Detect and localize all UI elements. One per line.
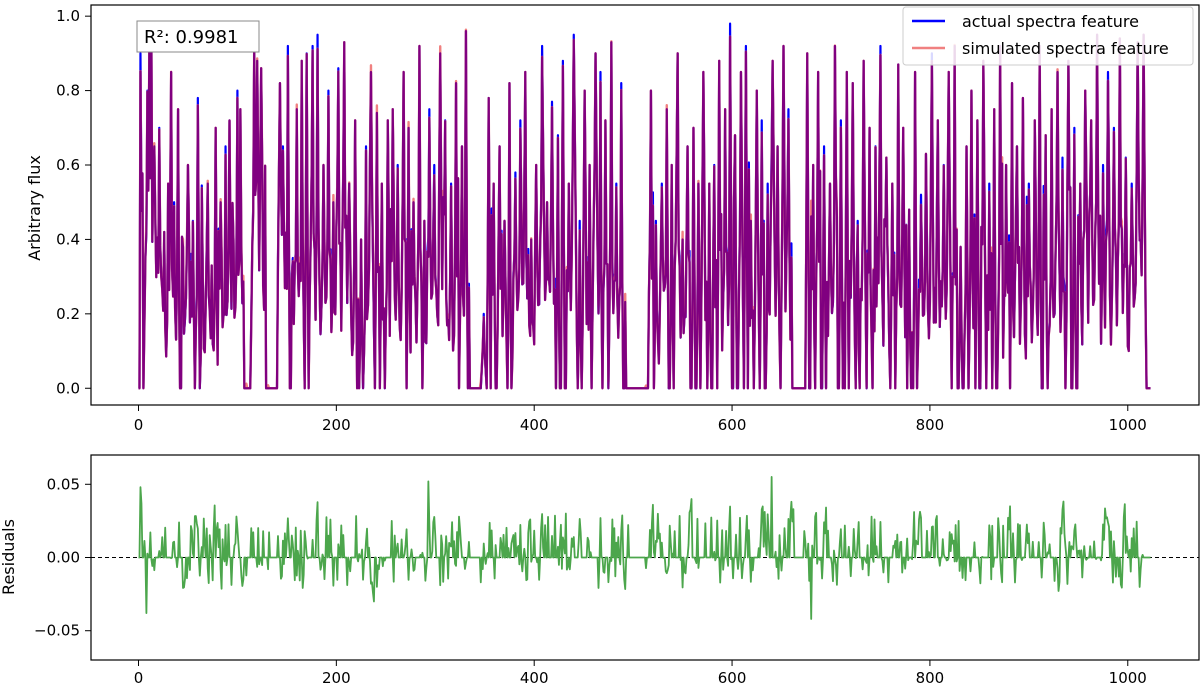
- bottom-x-tick-label: 600: [718, 669, 747, 685]
- residuals-line: [138, 476, 1151, 620]
- bottom-x-tick-label: 0: [134, 669, 144, 685]
- top-x-ticks: 0 200 400 600 800 1000: [134, 405, 1147, 434]
- r2-text: R²: 0.9981: [144, 27, 239, 48]
- bottom-x-tick-label: 400: [520, 669, 549, 685]
- top-x-tick-label: 0: [134, 416, 144, 434]
- spectra-panel: Arbitrary flux 0.0 0.2 0.4 0.6 0.8 1.0 0 200 40…: [25, 4, 1200, 434]
- bottom-x-tick-label: 800: [916, 669, 945, 685]
- legend-label-simulated: simulated spectra feature: [962, 39, 1169, 58]
- legend: actual spectra feature simulated spectra…: [902, 6, 1194, 66]
- top-y-tick-label: 0.2: [56, 305, 80, 323]
- top-x-tick-label: 1000: [1109, 416, 1147, 434]
- bottom-y-tick-label: −0.05: [34, 622, 80, 640]
- bottom-y-ticks: 0.05 0.00 −0.05: [34, 475, 91, 640]
- legend-label-actual: actual spectra feature: [962, 12, 1139, 31]
- top-x-tick-label: 800: [916, 416, 945, 434]
- series-overlap-line: [138, 29, 1151, 390]
- top-x-tick-label: 600: [718, 416, 747, 434]
- top-y-tick-label: 0.0: [56, 379, 80, 397]
- top-x-tick-label: 200: [322, 416, 351, 434]
- spectra-lines: [138, 22, 1151, 390]
- top-y-tick-label: 0.4: [56, 230, 80, 248]
- top-y-tick-label: 1.0: [56, 7, 80, 25]
- bottom-x-tick-label: 200: [322, 669, 351, 685]
- r2-annotation: R²: 0.9981: [136, 20, 260, 53]
- bottom-plot-frame: [90, 454, 1200, 661]
- top-plot-frame: [90, 4, 1200, 406]
- bottom-y-tick-label: 0.05: [47, 475, 80, 493]
- bottom-y-axis-label: Residuals: [0, 519, 18, 595]
- bottom-x-tick-label: 1000: [1109, 669, 1147, 685]
- top-y-tick-label: 0.8: [56, 82, 80, 100]
- top-y-axis-label: Arbitrary flux: [25, 155, 44, 261]
- top-y-ticks: 0.0 0.2 0.4 0.6 0.8 1.0: [56, 7, 91, 397]
- bottom-x-ticks: 0 200 400 600 800 1000: [134, 660, 1147, 685]
- residuals-panel: Residuals 0.05 0.00 −0.05 0 200 400 600 800 100…: [0, 454, 1200, 685]
- bottom-y-tick-label: 0.00: [47, 549, 80, 567]
- top-x-tick-label: 400: [520, 416, 549, 434]
- residual-lines: [91, 476, 1199, 620]
- top-y-tick-label: 0.6: [56, 156, 80, 174]
